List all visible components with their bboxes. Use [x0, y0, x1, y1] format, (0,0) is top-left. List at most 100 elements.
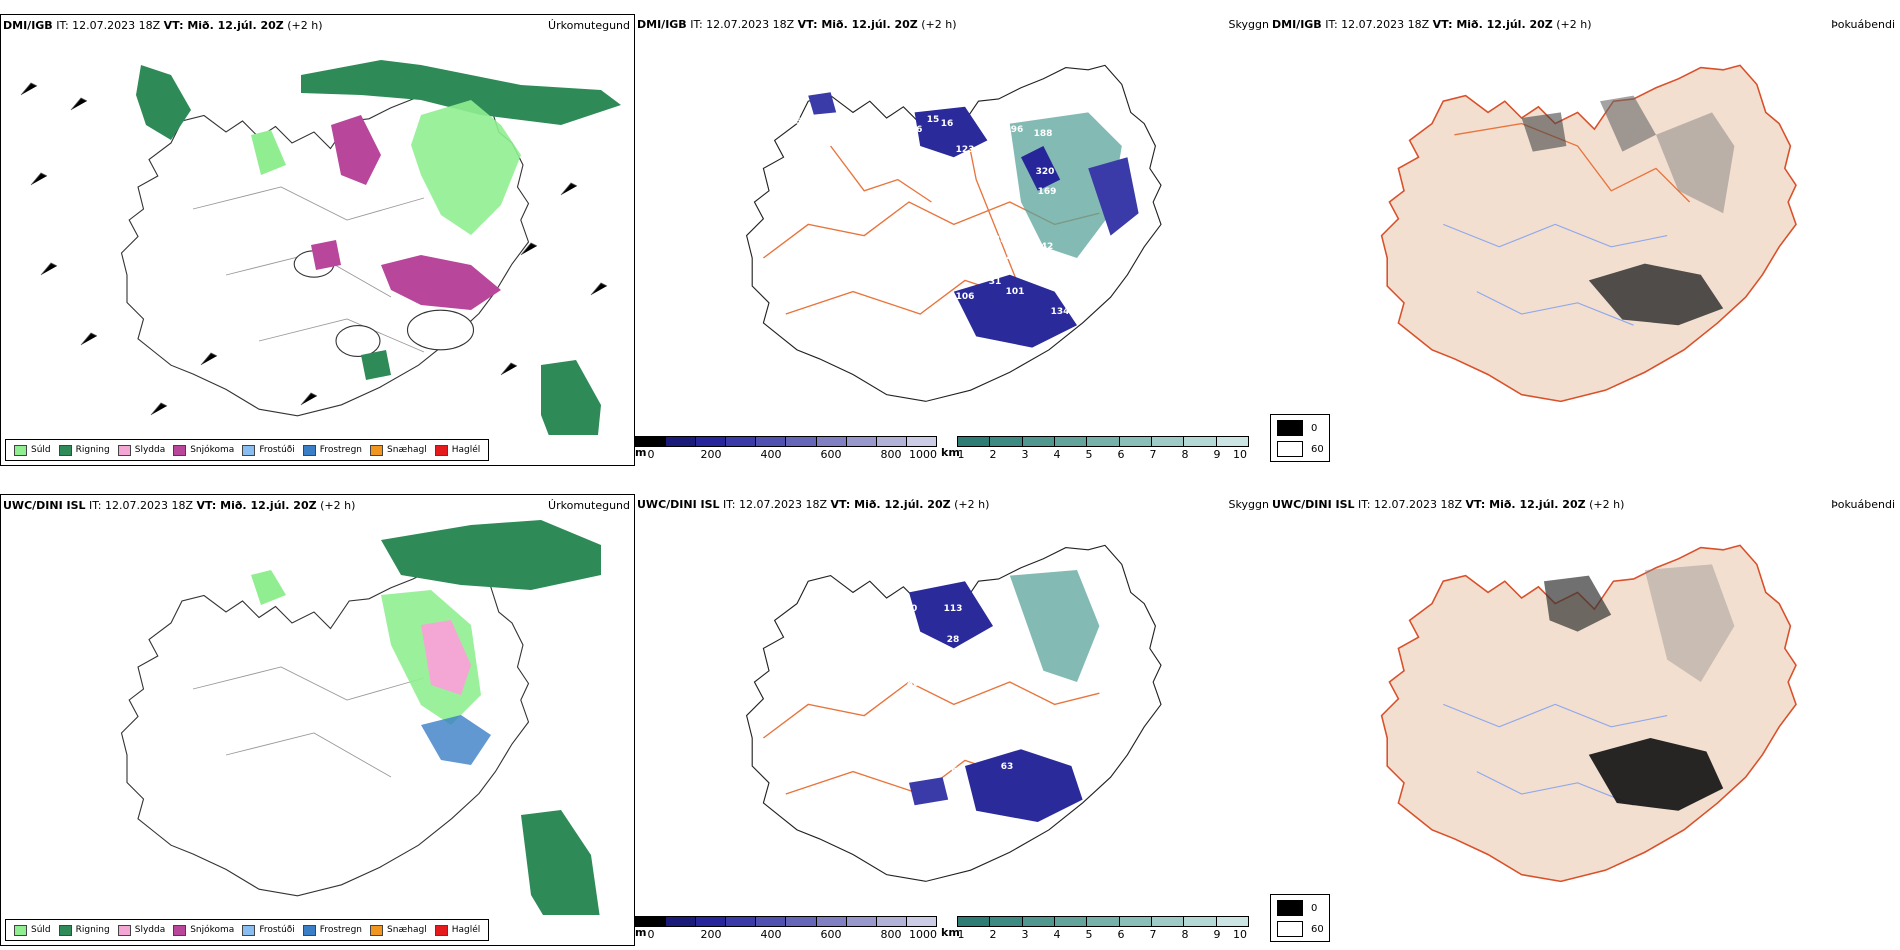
colorbar-swatches [957, 436, 1249, 447]
legend-item: Snjókoma [173, 924, 234, 936]
legend-swatch [117, 444, 131, 456]
ceiling-value-label: 16 [941, 119, 954, 129]
ceiling-value-label: 60 [854, 207, 867, 217]
ceiling-value-label: 42 [1041, 242, 1054, 252]
legend-swatch [14, 924, 27, 936]
ceiling-value-label: 31 [989, 277, 1002, 287]
ceiling-value-label: 75 [811, 172, 824, 182]
ceiling-value-label: 188 [1034, 129, 1053, 139]
ceiling-value-label: 66 [847, 605, 860, 615]
panel-title: Skyggni [1228, 498, 1270, 511]
legend-item: Haglél [434, 444, 480, 456]
legend-swatch [434, 924, 448, 936]
panel-header: UWC/DINI ISL IT: 12.07.2023 18Z VT: Mið.… [637, 498, 990, 511]
legend-item: Frostúði [242, 924, 295, 936]
panel-header: DMI/IGB IT: 12.07.2023 18Z VT: Mið. 12.j… [1272, 18, 1592, 31]
panel-header: UWC/DINI ISL IT: 12.07.2023 18Z VT: Mið.… [1272, 498, 1625, 511]
ceiling-value-label: 320 [1036, 167, 1055, 177]
wind-barbs [20, 82, 608, 416]
colorbar-ticks: 0 200 400 600 800 1000 [647, 448, 938, 461]
panel-title: Úrkomutegund [548, 19, 630, 32]
fog-low-swatch [1277, 921, 1303, 937]
ceiling-value-label: 80 [907, 679, 920, 689]
ceiling-value-label: 224 [1006, 252, 1025, 262]
fog-panel-top: DMI/IGB IT: 12.07.2023 18Z VT: Mið. 12.j… [1270, 14, 1900, 466]
unit-label: km [941, 926, 960, 939]
ceiling-value-label: 135 [988, 235, 1007, 245]
precip-legend: Súld Rigning Slydda Snjókoma Frostúði Fr… [5, 919, 490, 941]
ceiling-value-label: 63 [1007, 637, 1020, 647]
visibility-colorbar: 1 2 3 4 5 6 7 8 9 10 [957, 916, 1249, 941]
ceiling-value-label: 46 [759, 87, 772, 97]
legend-swatch [370, 444, 384, 456]
ceiling-value-label: 70 [905, 604, 918, 614]
precip-panel-bottom: UWC/DINI ISL IT: 12.07.2023 18Z VT: Mið.… [0, 494, 635, 946]
legend-swatch [302, 444, 316, 456]
fog-high-swatch [1277, 900, 1303, 916]
ceiling-value-label: 15 [927, 115, 940, 125]
colorbar-swatches [635, 916, 937, 927]
legend-swatch [242, 924, 256, 936]
precip-map [20, 60, 621, 435]
panel-title: Þokuábendi [1831, 498, 1895, 511]
legend-item: Súld [14, 924, 51, 936]
ceiling-value-label: 76 [945, 765, 958, 775]
ceiling-value-label: 99 [907, 717, 920, 727]
glacier [335, 325, 381, 357]
ceiling-value-label: 27 [991, 195, 1004, 205]
legend-swatch [173, 924, 187, 936]
legend-item: Snæhagl [370, 924, 427, 936]
legend-swatch [58, 924, 72, 936]
legend-item: Súld [14, 444, 51, 456]
unit-label: m [635, 446, 647, 459]
unit-label: m [635, 926, 647, 939]
river-network [1442, 223, 1668, 326]
colorbar-ticks: 1 2 3 4 5 6 7 8 9 10 [957, 448, 1248, 461]
fog-legend: 0 60 [1270, 414, 1330, 462]
ceiling-value-label: 101 [1006, 287, 1025, 297]
fog-legend: 0 60 [1270, 894, 1330, 942]
legend-item: Rigning [58, 924, 110, 936]
legend-item: Slydda [117, 444, 165, 456]
ceiling-value-label: 114 [848, 269, 867, 279]
legend-swatch [14, 444, 27, 456]
legend-swatch [370, 924, 384, 936]
legend-item: Rigning [58, 444, 110, 456]
road-network [762, 123, 1100, 315]
ceiling-value-label: 16 [789, 117, 802, 127]
ceiling-value-label: 74 [891, 760, 904, 770]
fog-high-swatch [1277, 420, 1303, 436]
panel-title: Þokuábendi [1831, 18, 1895, 31]
legend-item: Slydda [117, 924, 165, 936]
legend-swatch [173, 444, 187, 456]
ceiling-value-label: 106 [956, 292, 975, 302]
ceiling-value-label: 63 [1001, 762, 1014, 772]
ceiling-value-label: 33 [889, 117, 902, 127]
precip-areas [136, 60, 621, 435]
ceiling-value-label: 96 [1011, 125, 1024, 135]
panel-header: DMI/IGB IT: 12.07.2023 18Z VT: Mið. 12.j… [3, 19, 323, 32]
ceiling-value-label: 28 [947, 635, 960, 645]
fog-map [1380, 544, 1797, 883]
ceiling-value-label: 134 [1051, 307, 1070, 317]
colorbar-swatches [635, 436, 937, 447]
ceiling-colorbar: 0 200 400 600 800 1000 [635, 916, 937, 941]
colorbar-swatches [957, 916, 1249, 927]
ceiling-colorbar: 0 200 400 600 800 1000 [635, 436, 937, 461]
precip-legend: Súld Rigning Slydda Snjókoma Frostúði Fr… [5, 439, 490, 461]
legend-item: Frostregn [302, 444, 362, 456]
ceiling-value-label: 123 [956, 145, 975, 155]
ceiling-value-label: 169 [1038, 187, 1057, 197]
visibility-map: 66 70 113 28 63 43 80 99 72 74 76 63 [746, 544, 1162, 882]
panel-header: DMI/IGB IT: 12.07.2023 18Z VT: Mið. 12.j… [637, 18, 957, 31]
legend-item: Snæhagl [370, 444, 427, 456]
legend-item: Frostúði [242, 444, 295, 456]
ceiling-value-label: 99 [1059, 287, 1072, 297]
visibility-colorbar: 1 2 3 4 5 6 7 8 9 10 [957, 436, 1249, 461]
legend-swatch [58, 444, 72, 456]
visibility-panel-top: DMI/IGB IT: 12.07.2023 18Z VT: Mið. 12.j… [635, 14, 1270, 466]
ceiling-value-label: 106 [904, 125, 923, 135]
legend-item: Frostregn [302, 924, 362, 936]
legend-swatch [302, 924, 316, 936]
